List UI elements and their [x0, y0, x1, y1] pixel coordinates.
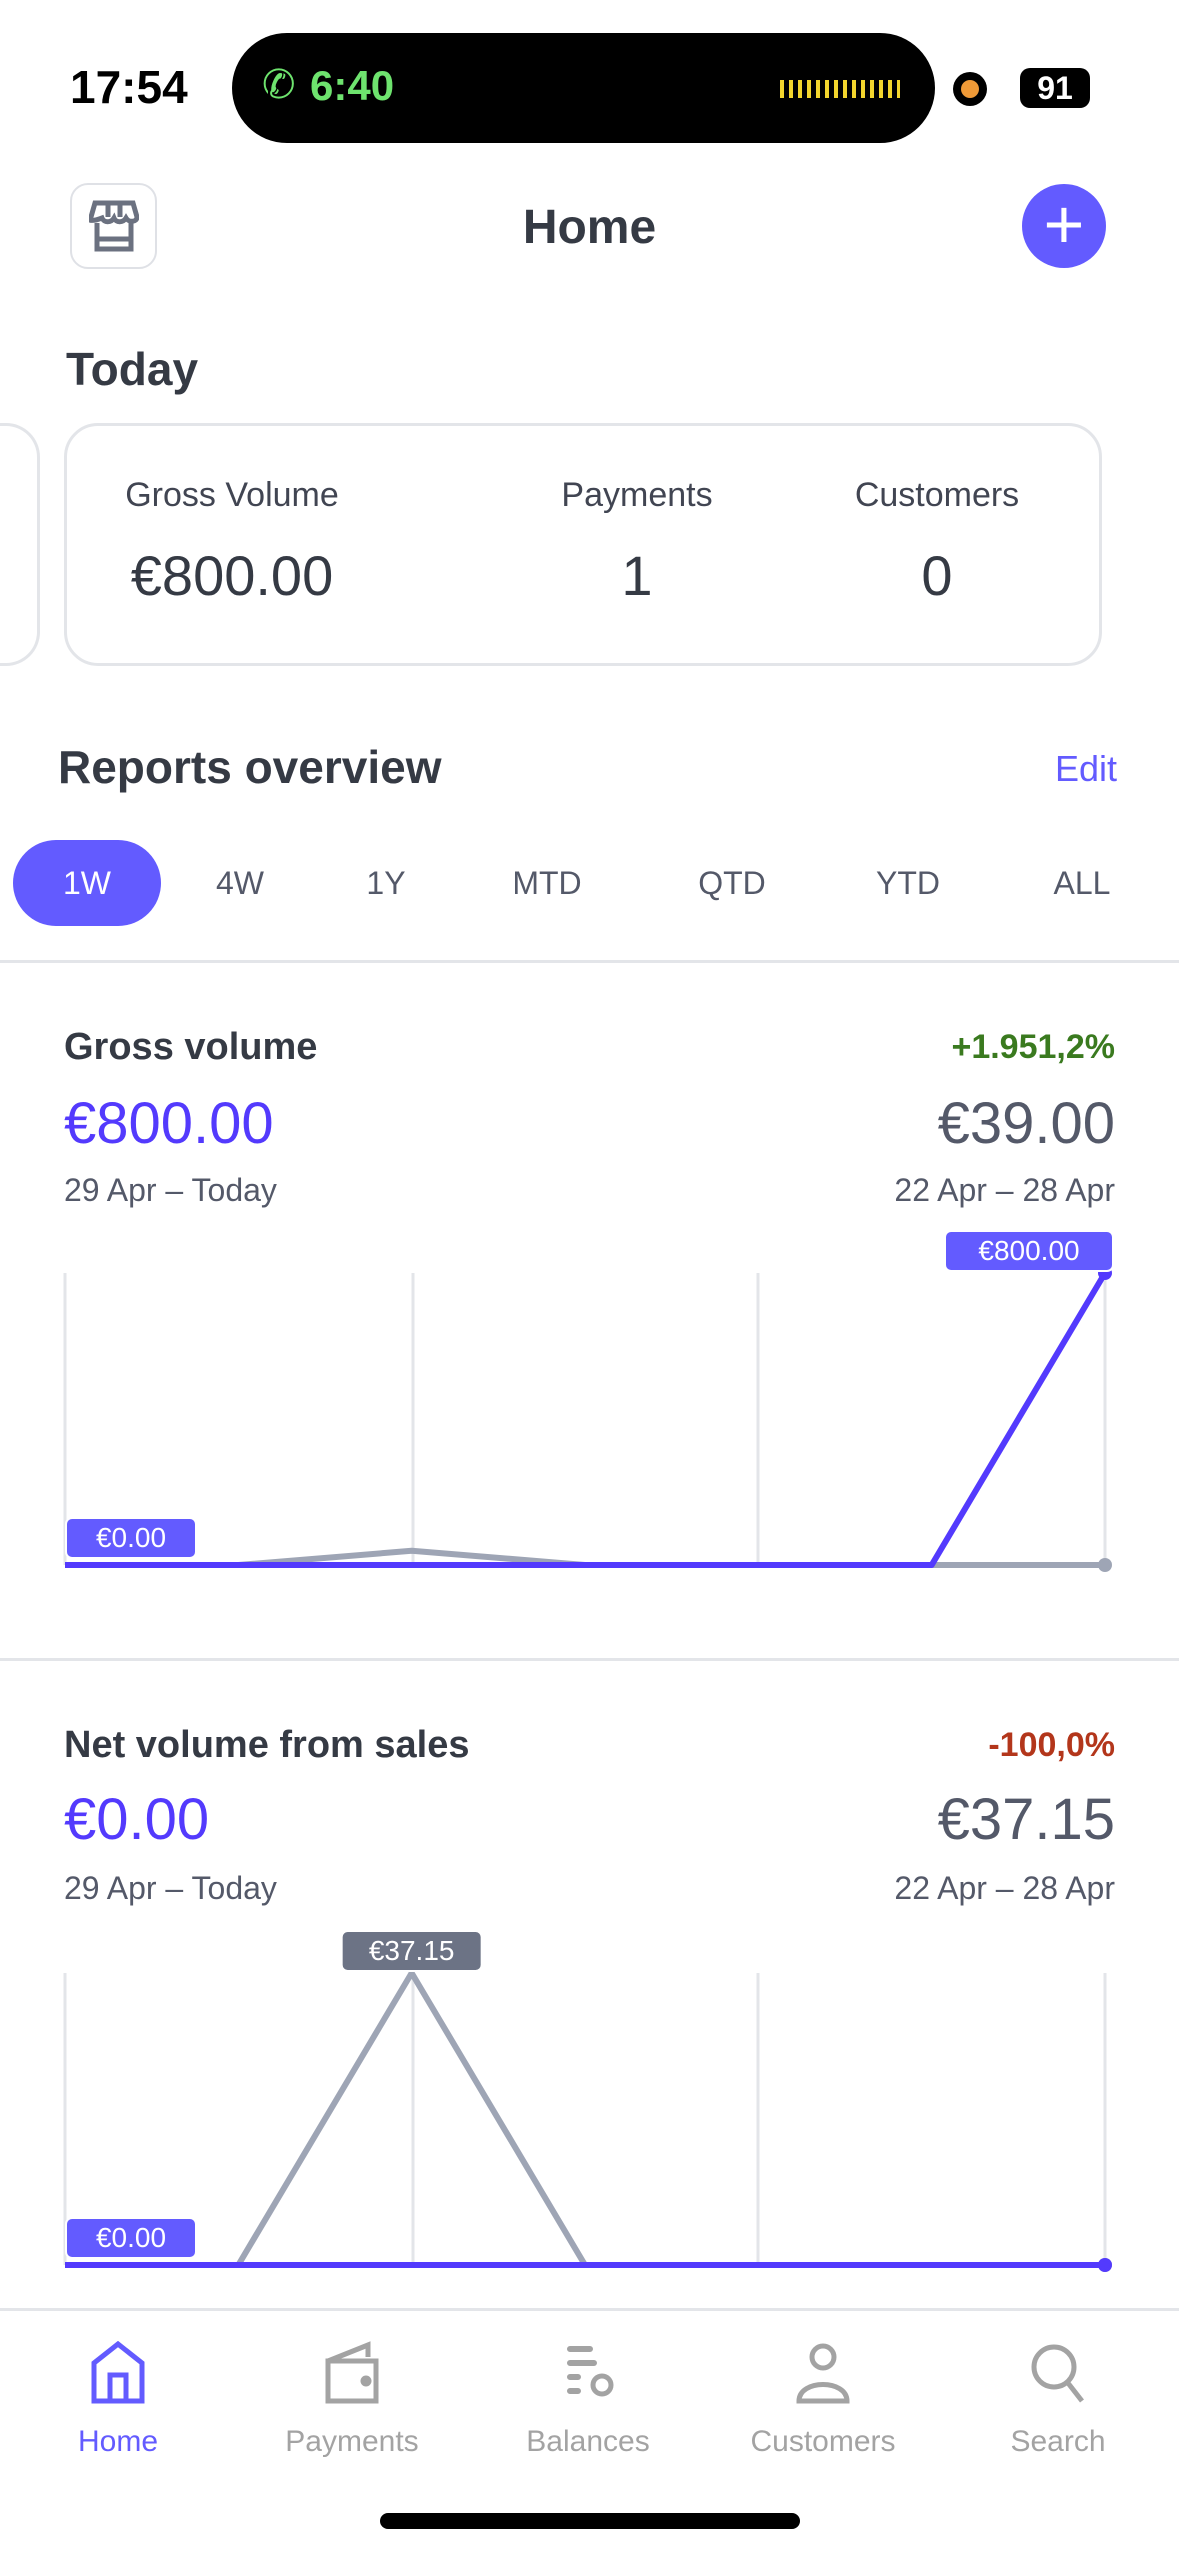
today-stats-card[interactable]: Gross Volume €800.00 Payments 1 Customers 0: [64, 423, 1102, 666]
min-value-label-bg: [65, 1517, 197, 1559]
microphone-indicator-icon: [953, 72, 987, 106]
previous-period-line: [65, 1970, 1105, 2268]
stat-label: Payments: [561, 476, 713, 514]
tab-balances[interactable]: Balances: [488, 2341, 688, 2459]
tab-search[interactable]: Search: [958, 2341, 1158, 2459]
stat-value: 0: [921, 544, 953, 607]
gross-volume-chart[interactable]: €0.00 €800.00: [0, 1220, 1179, 1600]
current-end-point: [1098, 2258, 1112, 2272]
metric-current-value: €0.00: [64, 1787, 210, 1852]
tab-payments[interactable]: Payments: [252, 2341, 452, 2459]
stat-label: Gross Volume: [125, 476, 339, 514]
metric-change: -100,0%: [988, 1726, 1115, 1764]
tab-label: Balances: [526, 2425, 650, 2458]
tab-label: Payments: [285, 2425, 419, 2458]
status-time: 17:54: [70, 61, 188, 113]
max-value-label: €37.15: [369, 1935, 455, 1966]
wallet-icon: [325, 2341, 379, 2404]
tab-home[interactable]: Home: [18, 2341, 218, 2459]
stat-value: 1: [621, 544, 653, 607]
person-icon: [796, 2343, 850, 2404]
range-tab-mtd[interactable]: MTD: [512, 865, 582, 901]
call-timer: 6:40: [310, 62, 395, 109]
plus-icon: +: [1043, 185, 1085, 263]
stat-value: €800.00: [130, 544, 334, 607]
metric-change: +1.951,2%: [951, 1028, 1115, 1066]
metric-previous-value: €37.15: [937, 1787, 1115, 1852]
current-period-line: [65, 1271, 1108, 1568]
metric-previous-value: €39.00: [937, 1091, 1115, 1156]
store-button[interactable]: [70, 183, 157, 269]
metric-current-value: €800.00: [64, 1091, 274, 1156]
tab-label: Home: [77, 2425, 159, 2458]
metric-previous-range: 22 Apr – 28 Apr: [894, 1870, 1115, 1906]
range-tab-4w[interactable]: 4W: [216, 865, 264, 901]
range-tab-ytd[interactable]: YTD: [876, 865, 940, 901]
phone-icon: ✆: [262, 63, 296, 107]
range-tab-all[interactable]: ALL: [1053, 865, 1111, 901]
range-tab-1w[interactable]: 1W: [13, 840, 161, 926]
divider: [0, 960, 1179, 963]
tab-label: Customers: [750, 2425, 896, 2458]
edit-button[interactable]: Edit: [1054, 748, 1117, 789]
metric-title: Net volume from sales: [64, 1724, 470, 1766]
storefront-icon: [88, 200, 139, 252]
metric-current-range: 29 Apr – Today: [64, 1172, 277, 1208]
max-value-label-bg: [340, 1930, 483, 1972]
range-tab-1y[interactable]: 1Y: [366, 865, 406, 901]
stat-customers: Customers 0: [807, 476, 1067, 608]
metric-current-range: 29 Apr – Today: [64, 1870, 277, 1906]
range-tabs: 1W 4W 1Y MTD QTD YTD ALL: [0, 840, 1179, 926]
min-value-label: €0.00: [96, 1522, 166, 1553]
page-title: Home: [522, 201, 657, 254]
home-icon: [91, 2341, 145, 2404]
metric-previous-range: 22 Apr – 28 Apr: [894, 1172, 1115, 1208]
max-value-label: €800.00: [978, 1235, 1079, 1266]
tab-label: Search: [1010, 2425, 1106, 2458]
stat-label: Customers: [854, 476, 1020, 514]
max-value-label-bg: [944, 1230, 1114, 1272]
divider: [0, 1658, 1179, 1661]
add-button[interactable]: +: [1022, 184, 1106, 268]
tab-customers[interactable]: Customers: [723, 2341, 923, 2459]
min-value-label-bg: [65, 2217, 197, 2259]
metric-title: Gross volume: [64, 1026, 318, 1068]
range-tab-qtd[interactable]: QTD: [698, 865, 766, 901]
net-volume-chart[interactable]: €0.00 €37.15: [0, 1920, 1179, 2300]
home-indicator[interactable]: [380, 2513, 800, 2529]
search-icon: [1031, 2344, 1084, 2403]
audio-waveform-icon: [780, 80, 900, 98]
reports-heading: Reports overview: [58, 741, 442, 793]
stat-gross-volume: Gross Volume €800.00: [117, 476, 347, 608]
battery-level: 91: [1020, 68, 1090, 108]
min-value-label: €0.00: [96, 2222, 166, 2253]
balances-icon: [567, 2346, 614, 2397]
stat-payments: Payments 1: [487, 476, 787, 608]
today-heading: Today: [66, 343, 199, 395]
previous-card[interactable]: [0, 423, 40, 666]
previous-end-point: [1098, 1558, 1112, 1572]
